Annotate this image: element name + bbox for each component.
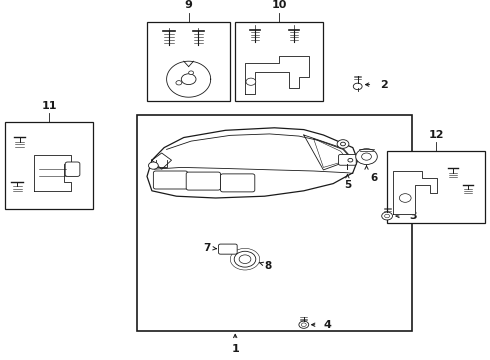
Text: 10: 10 [271,0,287,10]
Circle shape [176,81,182,85]
Circle shape [356,149,377,165]
Circle shape [348,158,353,162]
FancyBboxPatch shape [220,174,255,192]
Circle shape [337,140,349,148]
Bar [147,22,230,101]
Circle shape [341,142,345,146]
Text: 11: 11 [41,101,57,111]
Text: 8: 8 [265,261,272,271]
FancyBboxPatch shape [186,172,220,190]
FancyBboxPatch shape [153,171,188,189]
Bar [5,122,93,209]
Bar [137,115,412,331]
Text: 3: 3 [409,211,417,221]
Text: 7: 7 [203,243,211,253]
FancyBboxPatch shape [219,244,237,254]
Circle shape [353,83,362,90]
Circle shape [299,321,309,328]
Circle shape [239,255,251,264]
Circle shape [362,153,371,160]
Circle shape [399,194,411,202]
Text: 4: 4 [323,320,331,330]
Circle shape [385,214,390,218]
Circle shape [246,78,256,85]
Polygon shape [393,171,437,214]
FancyBboxPatch shape [339,154,356,165]
Text: 1: 1 [231,344,239,354]
Circle shape [148,162,158,169]
Text: 2: 2 [380,80,388,90]
Text: 12: 12 [428,130,444,140]
Circle shape [181,74,196,85]
Circle shape [189,71,194,75]
Circle shape [344,156,356,165]
Circle shape [301,323,306,327]
Polygon shape [34,155,71,191]
Text: 6: 6 [370,173,377,183]
Polygon shape [245,56,309,94]
Bar [235,22,323,101]
Text: 9: 9 [185,0,193,10]
Text: 5: 5 [344,180,351,190]
Circle shape [234,251,256,267]
Circle shape [382,212,392,220]
FancyBboxPatch shape [65,162,80,176]
Bar [387,151,485,223]
